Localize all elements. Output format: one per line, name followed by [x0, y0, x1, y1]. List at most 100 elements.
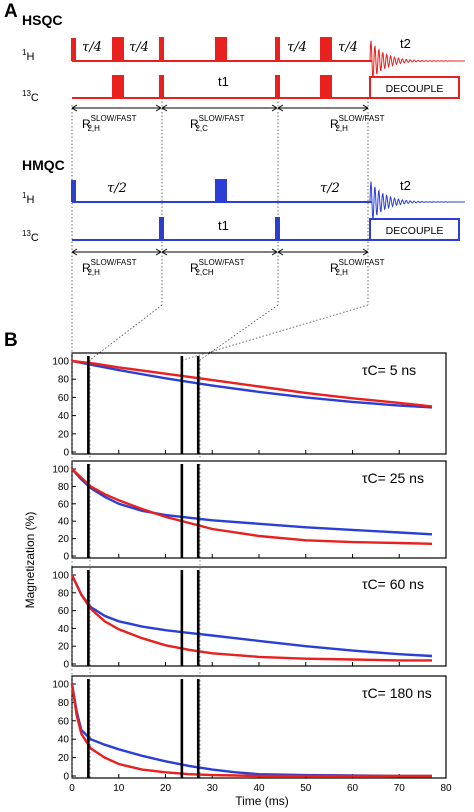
- y-tick-label: 40: [58, 517, 70, 528]
- hmqc-decouple-box: [369, 218, 460, 241]
- hsqc-label: HSQC: [22, 12, 62, 28]
- hsqc-t2-label: t2: [400, 36, 411, 51]
- y-tick-label: 40: [58, 735, 70, 746]
- x-axis-label: Time (ms): [235, 794, 289, 808]
- y-tick-label: 40: [58, 411, 70, 422]
- series-line: [71, 359, 433, 409]
- hsqc-c-pulse-180: [112, 75, 124, 98]
- x-tick-label: 80: [440, 783, 452, 794]
- series-line: [70, 574, 433, 658]
- y-tick-label: 0: [63, 660, 69, 671]
- panel-a-letter: A: [4, 1, 18, 22]
- hsqc-delay-4: τ/4: [338, 40, 358, 55]
- x-tick-label: 50: [300, 783, 312, 794]
- y-tick-label: 60: [58, 499, 70, 510]
- hsqc-period-2: RSLOW/FAST 2,C: [190, 114, 245, 133]
- hsqc-h-pulse-90: [275, 37, 280, 61]
- x-tick-label: 20: [160, 783, 172, 794]
- panel-b-letter: B: [4, 330, 18, 351]
- x-tick-label: 60: [347, 783, 359, 794]
- tau-annotation: τC= 60 ns: [362, 576, 424, 592]
- tau-annotation: τC= 5 ns: [362, 362, 416, 378]
- hmqc-fid: [369, 181, 465, 220]
- y-tick-label: 100: [52, 357, 69, 368]
- tau-annotation: τC= 25 ns: [362, 470, 424, 486]
- hmqc-c-pulse-90: [275, 217, 280, 240]
- hsqc-decouple-box: [369, 76, 460, 99]
- y-tick-label: 100: [52, 571, 69, 582]
- y-tick-label: 80: [58, 482, 70, 493]
- y-tick-label: 40: [58, 624, 70, 635]
- hsqc-delay-1: τ/4: [82, 40, 102, 55]
- y-tick-label: 0: [63, 772, 69, 783]
- series-line: [71, 468, 433, 536]
- y-tick-label: 20: [58, 642, 70, 653]
- hmqc-h-pulse-180: [215, 179, 227, 202]
- hsqc-decouple-label: DECOUPLE: [386, 83, 444, 95]
- y-tick-label: 60: [58, 393, 70, 404]
- hmqc-periods: [71, 248, 369, 256]
- y-tick-label: 100: [52, 680, 69, 691]
- magnetization-plot: 0 20 40 60 80 100 τC= 25 ns: [52, 460, 447, 563]
- x-tick-label: 40: [253, 783, 265, 794]
- hmqc-c-channel: 13C t1 DECOUPLE: [22, 217, 460, 244]
- y-tick-label: 80: [58, 588, 70, 599]
- hsqc-fid: [369, 40, 465, 79]
- hsqc-h-pulse-180: [215, 37, 227, 61]
- hsqc-h-pulse-180: [320, 37, 332, 61]
- hsqc-c-channel: 13C t1 DECOUPLE: [22, 74, 460, 104]
- hmqc-h-pulse-90: [71, 180, 76, 202]
- x-tick-label: 70: [394, 783, 406, 794]
- y-tick-label: 0: [63, 552, 69, 563]
- y-tick-label: 60: [58, 606, 70, 617]
- hmqc-delay-2: τ/2: [320, 181, 340, 196]
- hmqc-c-channel-label: 13C: [22, 229, 39, 244]
- hmqc-period-1: RSLOW/FAST 2,H: [82, 258, 137, 277]
- y-tick-label: 60: [58, 716, 70, 727]
- hmqc-period-2: RSLOW/FAST 2,CH: [190, 258, 245, 277]
- magnetization-plot: 0 20 40 60 80 100 τC= 5 ns: [52, 352, 447, 459]
- hsqc-delay-3: τ/4: [287, 40, 307, 55]
- y-tick-label: 0: [63, 448, 69, 459]
- hmqc-c-pulse-90: [159, 217, 164, 240]
- hsqc-h-pulse-90: [71, 38, 76, 61]
- tau-annotation: τC= 180 ns: [362, 685, 432, 701]
- hsqc-h-channel: 1H τ/4 τ/4 τ/4 τ/4 t2: [22, 36, 465, 79]
- magnetization-plot: 0 20 40 60 80 100 τC= 60 ns: [52, 566, 447, 671]
- hsqc-c-pulse-90: [159, 75, 164, 98]
- y-tick-label: 20: [58, 429, 70, 440]
- series-line: [70, 683, 432, 778]
- hsqc-c-channel-label: 13C: [22, 89, 39, 104]
- hmqc-label: HMQC: [22, 157, 65, 173]
- x-tick-label: 0: [69, 783, 75, 794]
- x-tick-label: 30: [207, 783, 219, 794]
- hmqc-t1-label: t1: [218, 218, 229, 233]
- series-line: [71, 468, 433, 545]
- hsqc-period-3: RSLOW/FAST 2,H: [330, 114, 385, 133]
- hsqc-h-channel-label: 1H: [22, 48, 34, 63]
- y-tick-label: 20: [58, 534, 70, 545]
- hsqc-h-pulse-90: [159, 37, 164, 61]
- hsqc-h-pulse-180: [112, 37, 124, 61]
- guide-lines: [71, 98, 369, 361]
- y-tick-label: 20: [58, 753, 70, 764]
- hsqc-periods: [71, 104, 369, 112]
- hsqc-c-pulse-180: [320, 75, 332, 98]
- hmqc-h-channel-label: 1H: [22, 191, 34, 206]
- magnetization-plot: 0 20 40 60 80 100 0 10 20 30 40 50 60 70 80 τC= 180 ns: [52, 675, 452, 794]
- hsqc-delay-2: τ/4: [129, 40, 149, 55]
- x-tick-label: 10: [113, 783, 125, 794]
- hmqc-delay-1: τ/2: [107, 181, 127, 196]
- y-tick-label: 100: [52, 465, 69, 476]
- hsqc-t1-label: t1: [218, 74, 229, 89]
- hmqc-t2-label: t2: [400, 178, 411, 193]
- series-line: [70, 574, 432, 662]
- series-line: [71, 359, 433, 408]
- y-tick-label: 80: [58, 698, 70, 709]
- hsqc-c-pulse-90: [275, 75, 280, 98]
- hsqc-period-1: RSLOW/FAST 2,H: [82, 114, 137, 133]
- hmqc-h-channel: 1H τ/2 τ/2 t2: [22, 178, 465, 220]
- hmqc-decouple-label: DECOUPLE: [386, 225, 444, 237]
